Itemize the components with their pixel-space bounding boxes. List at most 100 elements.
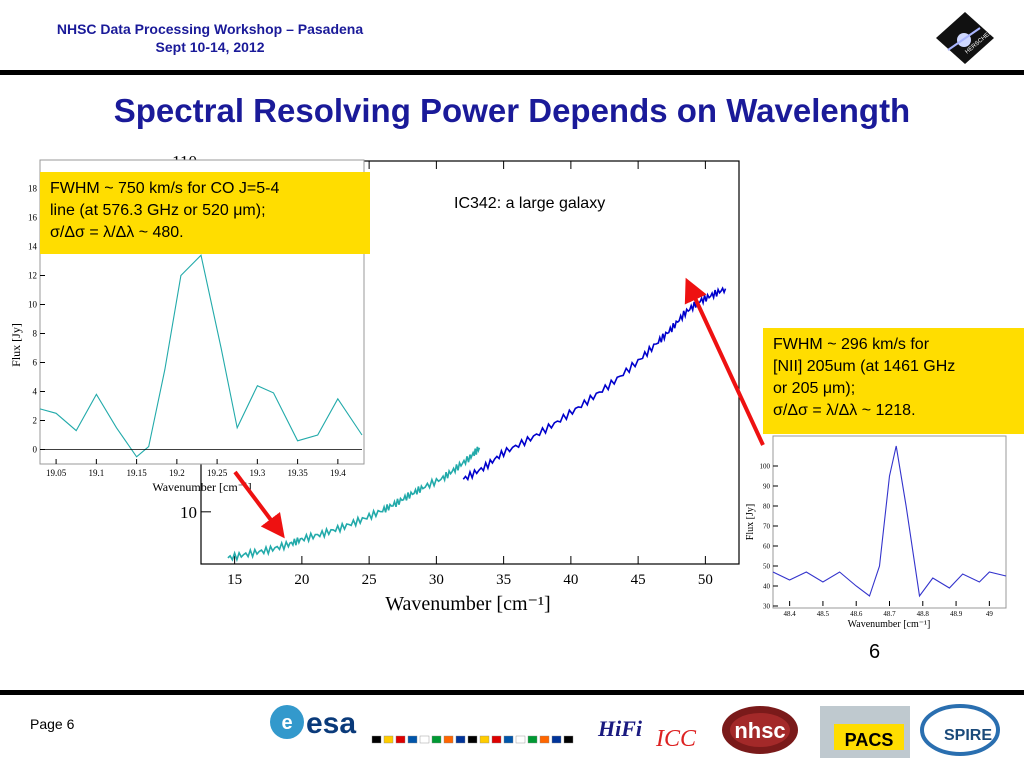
- main-x-tick-label-1: 20: [294, 572, 309, 588]
- right-inset-series: [772, 445, 1007, 598]
- flag-14: [539, 735, 550, 744]
- co-arrow: [233, 470, 285, 539]
- slide-title: Spectral Resolving Power Depends on Wave…: [113, 92, 911, 129]
- workshop-dates: Sept 10-14, 2012: [155, 39, 265, 55]
- flag-1: [383, 735, 394, 744]
- flag-3: [407, 735, 418, 744]
- svg-text:e: e: [281, 712, 292, 734]
- spire-logo-text: SPIRE: [944, 727, 992, 744]
- right-inset-x-tick-label-0: 48.4: [784, 610, 797, 618]
- left-inset-series: [39, 254, 363, 458]
- left-inset-y-tick-label-2: 4: [33, 387, 38, 397]
- left-inset-x-tick-label-5: 19.3: [249, 468, 265, 478]
- workshop-header-text: NHSC Data Processing Workshop – Pasadena…: [30, 20, 390, 56]
- right-inset-x-tick-label-4: 48.8: [917, 610, 930, 618]
- left-inset-y-tick-label-1: 2: [33, 416, 38, 426]
- right-inset-x-ticks: 48.4 48.5 48.6 48.7 48.8 48.9 49: [784, 601, 994, 618]
- hifi-logo-icon: HiFi ICC: [594, 714, 697, 752]
- footer-page-label: Page 6: [30, 716, 75, 732]
- right-inset-y-tick-label-2: 50: [763, 562, 771, 570]
- workshop-name: NHSC Data Processing Workshop – Pasadena: [56, 21, 364, 37]
- left-inset-y-ticks: 0 2 4 6 8 10 12 14 16 18: [28, 184, 45, 455]
- nii-line-callout: FWHM ~ 296 km/s for [NII] 205um (at 1461…: [763, 328, 1024, 434]
- pacs-logo-text: PACS: [845, 730, 894, 750]
- main-x-tick-label-2: 25: [362, 572, 377, 588]
- flag-16: [563, 735, 574, 744]
- right-inset-x-tick-label-1: 48.5: [817, 610, 830, 618]
- right-inset-x-tick-label-5: 48.9: [950, 610, 963, 618]
- flag-15: [551, 735, 562, 744]
- footer-rule: [0, 690, 1024, 695]
- herschel-logo-icon: HERSCHEL: [936, 12, 994, 64]
- main-x-axis-label: Wavenumber [cm⁻¹]: [385, 593, 550, 615]
- pacs-logo-icon: PACS: [820, 706, 910, 758]
- left-inset-y-tick-label-6: 12: [28, 271, 37, 281]
- left-inset-y-tick-label-3: 6: [33, 358, 38, 368]
- right-inset-y-tick-label-7: 100: [760, 462, 771, 470]
- left-inset-x-tick-label-0: 19.05: [46, 468, 67, 478]
- member-flags-icon: [371, 735, 574, 744]
- right-inset-frame: [772, 435, 1007, 609]
- flag-2: [395, 735, 406, 744]
- left-inset-x-tick-label-4: 19.25: [207, 468, 228, 478]
- left-inset-x-ticks: 19.05 19.1 19.15 19.2 19.25 19.3 19.35 19.4: [46, 459, 346, 478]
- esa-logo-text: esa: [306, 707, 356, 740]
- nii-callout-line4: σ/Δσ = λ/Δλ ~ 1218.: [773, 402, 916, 419]
- main-x-tick-label-3: 30: [429, 572, 444, 588]
- left-inset-x-tick-label-2: 19.15: [126, 468, 147, 478]
- right-inset-y-tick-label-0: 30: [763, 602, 771, 610]
- esa-logo-icon: e esa: [270, 705, 356, 740]
- right-inset-y-tick-label-6: 90: [763, 482, 771, 490]
- header-rule: [0, 70, 1024, 75]
- slide-header: NHSC Data Processing Workshop – Pasadena…: [0, 0, 1024, 75]
- main-x-tick-label-4: 35: [496, 572, 511, 588]
- flag-8: [467, 735, 478, 744]
- nhsc-logo-text: nhsc: [734, 718, 785, 743]
- flag-6: [443, 735, 454, 744]
- flag-12: [515, 735, 526, 744]
- right-inset-y-axis-label: Flux [Jy]: [745, 504, 756, 540]
- flag-9: [479, 735, 490, 744]
- spire-logo-icon: SPIRE: [920, 704, 1000, 756]
- hifi-logo-text: HiFi: [597, 716, 643, 741]
- main-x-tick-label-7: 50: [698, 572, 713, 588]
- main-x-tick-label-0: 15: [227, 572, 242, 588]
- right-inset-y-tick-label-3: 60: [763, 542, 771, 550]
- nii-line-inset-chart: 48.4 48.5 48.6 48.7 48.8 48.9 49 30 40 50 60 70 80 9…: [745, 435, 1007, 630]
- left-inset-x-axis-label: Wavenumber [cm⁻¹]: [152, 480, 251, 494]
- icc-logo-text: ICC: [655, 726, 697, 752]
- co-callout-line3: σ/Δσ = λ/Δλ ~ 480.: [50, 224, 184, 241]
- right-inset-series-line-0: [772, 445, 1007, 598]
- co-callout-line2: line (at 576.3 GHz or 520 μm);: [50, 202, 266, 219]
- right-inset-y-tick-label-5: 80: [763, 502, 771, 510]
- left-inset-y-tick-label-9: 18: [28, 184, 38, 194]
- right-inset-x-axis-label: Wavenumber [cm⁻¹]: [848, 619, 931, 630]
- flag-13: [527, 735, 538, 744]
- left-inset-series-line-0: [39, 254, 363, 458]
- nii-callout-line1: FWHM ~ 296 km/s for: [773, 336, 930, 353]
- main-x-tick-label-6: 45: [631, 572, 646, 588]
- right-inset-x-tick-label-6: 49: [986, 610, 994, 618]
- flag-7: [455, 735, 466, 744]
- left-inset-y-tick-label-5: 10: [28, 300, 38, 310]
- slide-number: 6: [869, 641, 881, 663]
- flag-11: [503, 735, 514, 744]
- main-series-line-0: [227, 446, 481, 563]
- footer-logos: e esa HiFi ICC nhsc PACS SPIRE: [270, 704, 1000, 758]
- nii-arrow: [684, 277, 765, 446]
- left-inset-x-tick-label-7: 19.4: [330, 468, 346, 478]
- co-callout-line1: FWHM ~ 750 km/s for CO J=5-4: [50, 180, 280, 197]
- left-inset-x-tick-label-1: 19.1: [88, 468, 104, 478]
- left-inset-y-tick-label-7: 14: [28, 242, 38, 252]
- right-inset-y-tick-label-4: 70: [763, 522, 771, 530]
- galaxy-label: IC342: a large galaxy: [454, 195, 606, 212]
- nii-callout-line2: [NII] 205um (at 1461 GHz: [773, 358, 956, 375]
- flag-5: [431, 735, 442, 744]
- left-inset-y-axis-label: Flux [Jy]: [9, 323, 23, 367]
- flag-4: [419, 735, 430, 744]
- left-inset-y-tick-label-4: 8: [33, 329, 38, 339]
- flag-10: [491, 735, 502, 744]
- main-x-tick-label-5: 40: [563, 572, 578, 588]
- main-x-ticks: 15 20 25 30 35 40 45 50: [227, 161, 713, 588]
